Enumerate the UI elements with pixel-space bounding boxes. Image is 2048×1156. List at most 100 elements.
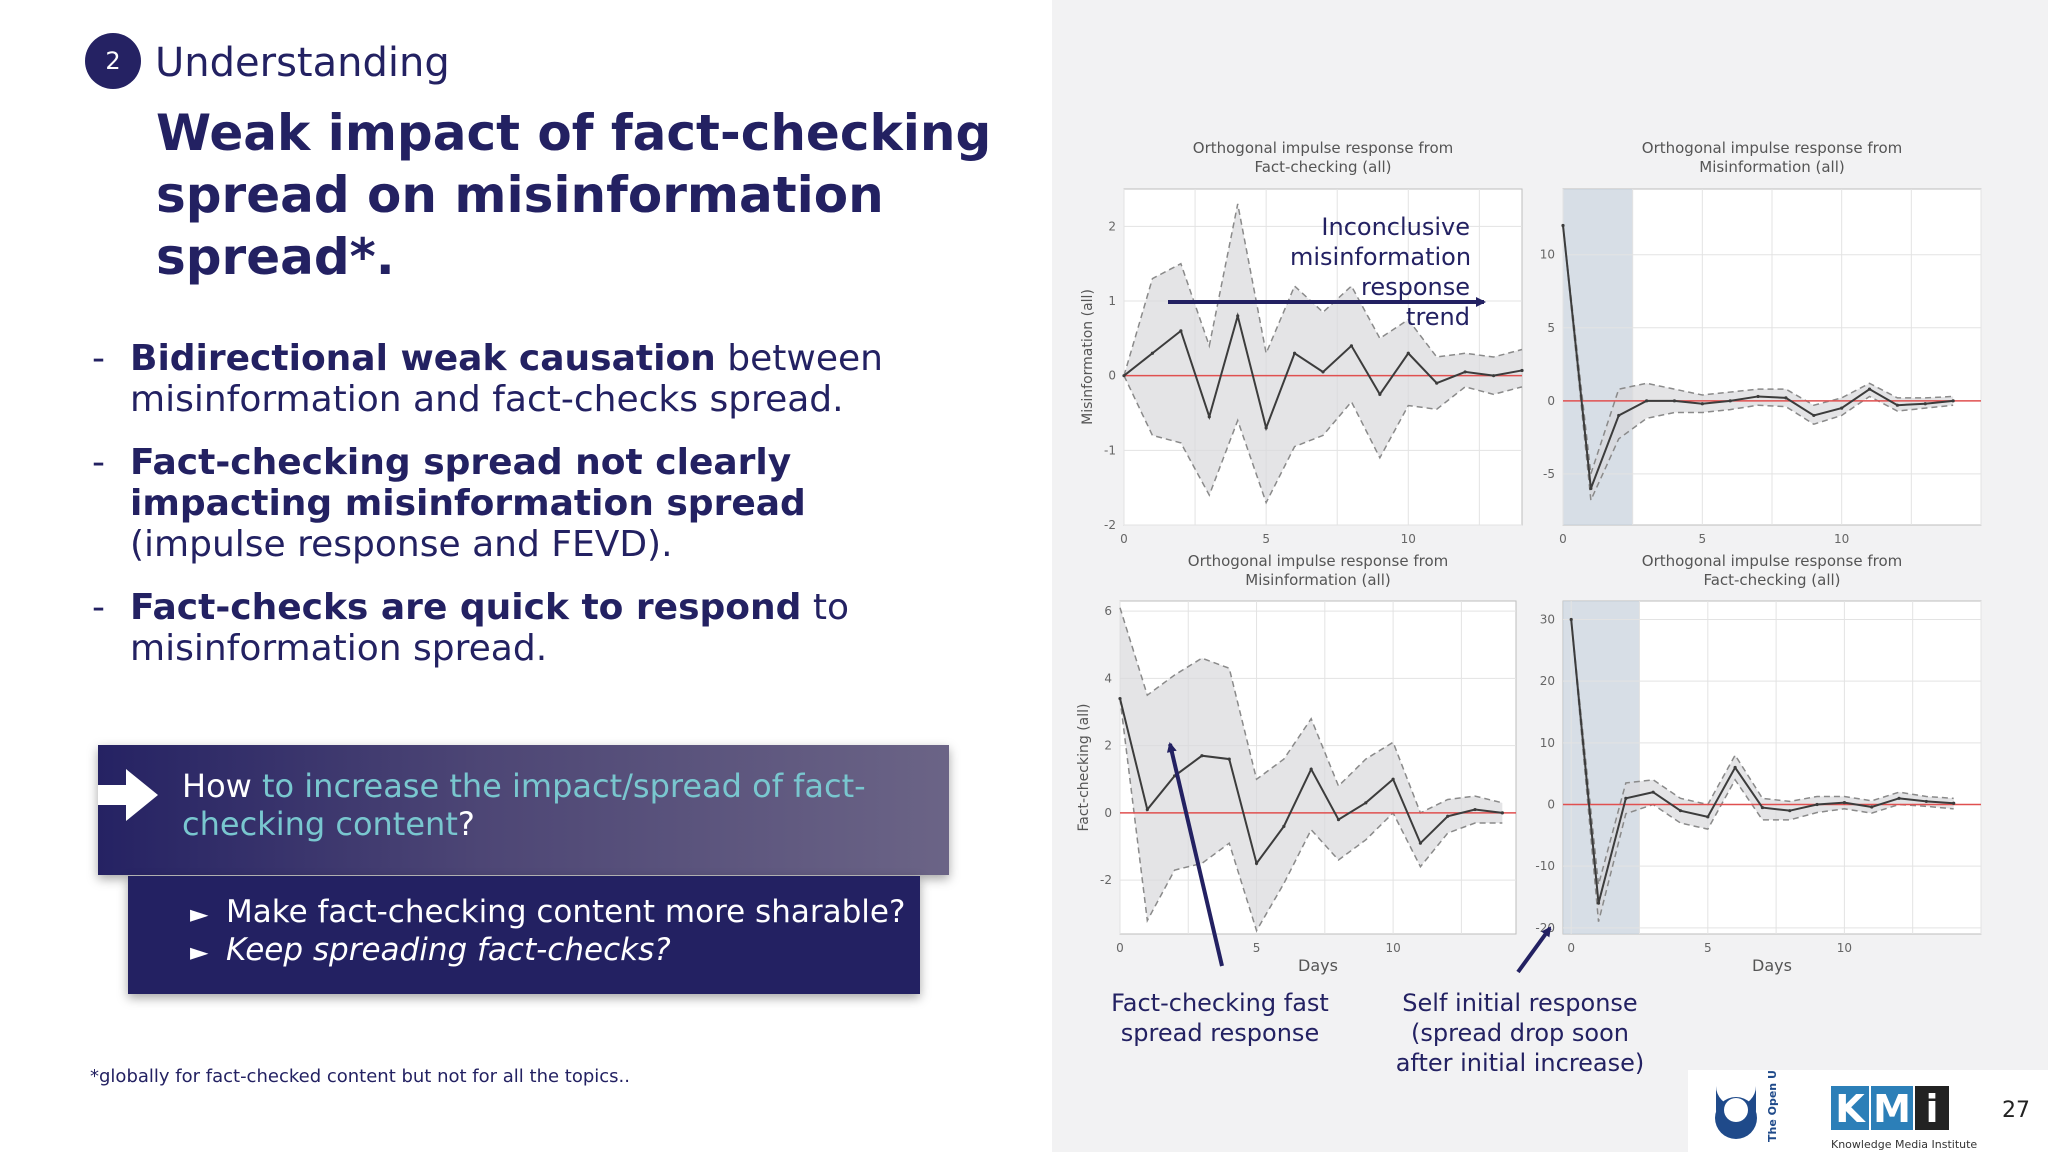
confidence-band [1124, 203, 1522, 503]
response-point [1336, 818, 1341, 822]
response-point [1651, 790, 1655, 794]
response-point [1706, 815, 1710, 819]
annotation-self-response: Self initial response (spread drop soon … [1395, 989, 1645, 1077]
response-point [1897, 796, 1901, 800]
y-tick-label: -5 [1543, 467, 1555, 481]
open-university-logo: The Open University [1715, 1016, 1779, 1142]
x-tick-label: 10 [1837, 941, 1852, 955]
y-tick-label: 30 [1540, 613, 1555, 627]
footer-logos: The Open University K M i Knowledge Medi… [1715, 1016, 1977, 1151]
y-tick-label: 5 [1547, 321, 1555, 335]
response-point [1179, 329, 1183, 333]
response-point [1321, 370, 1325, 374]
impulse-chart-1: -2 -1 0 1 2 0 5 10 Orthogonal impulse response f… [1080, 139, 1524, 546]
callout-highlight: to increase the impact/spread of fact-ch… [182, 767, 866, 843]
response-point [1700, 402, 1704, 406]
response-point [1728, 399, 1732, 403]
response-point [1491, 374, 1496, 378]
response-point [1617, 413, 1621, 418]
response-point [1309, 767, 1313, 771]
response-point [1520, 368, 1524, 373]
y-tick-label: 2 [1104, 739, 1112, 753]
arrow-right-icon [98, 769, 158, 821]
lower-bound-line [1562, 225, 1954, 504]
response-point [1378, 392, 1382, 396]
response-point [1435, 381, 1439, 385]
callout-question: How to increase the impact/spread of fac… [182, 767, 866, 843]
response-point [1645, 399, 1649, 403]
lower-bound-line [1570, 619, 1954, 922]
response-point [1589, 486, 1593, 491]
question-callout: How to increase the impact/spread of fac… [98, 745, 949, 875]
response-point [1418, 841, 1423, 845]
y-tick-label: 10 [1540, 248, 1555, 262]
response-point [1122, 374, 1126, 378]
response-point [1561, 223, 1565, 228]
bullet-bold: Fact-checks are quick to respond [130, 587, 802, 628]
response-point [1500, 811, 1504, 815]
y-tick-label: 1 [1108, 294, 1116, 308]
x-tick-label: 5 [1262, 532, 1270, 546]
y-tick-label: -2 [1104, 518, 1116, 532]
response-point [1446, 814, 1450, 818]
y-tick-label: 4 [1104, 671, 1112, 685]
bullet-bold: Bidirectional weak causation [130, 338, 716, 379]
svg-text:i: i [1925, 1087, 1938, 1131]
response-point [1473, 807, 1477, 812]
triangle-bullet-icon: ► [190, 938, 209, 966]
annotation-fast-response: Fact-checking fast spread response [1111, 989, 1329, 1047]
y-tick-label: 6 [1104, 604, 1112, 618]
section-title: Understanding [155, 40, 450, 86]
response-point [1569, 617, 1573, 622]
y-tick-label: -1 [1104, 443, 1116, 457]
response-point [1406, 351, 1410, 355]
chart-title: Misinformation (all) [1699, 158, 1845, 176]
x-tick-label: 0 [1116, 941, 1124, 955]
upper-bound-line [1570, 619, 1954, 885]
chart-title: Orthogonal impulse response from [1642, 139, 1902, 157]
response-point [1282, 824, 1286, 828]
response-point [1227, 757, 1231, 761]
x-tick-label: 5 [1699, 532, 1707, 546]
x-axis-label: Days [1752, 956, 1792, 975]
chart-title: Orthogonal impulse response from [1188, 552, 1448, 570]
impulse-chart-4: -20 -10 0 10 20 30 0 5 10 Orthogonal impulse resp… [1535, 552, 1982, 975]
x-tick-label: 0 [1559, 532, 1567, 546]
response-point [1624, 796, 1628, 800]
impulse-chart-2: -5 0 5 10 0 5 10 Orthogonal impulse response fr… [1540, 139, 1982, 546]
svg-text:K: K [1835, 1087, 1866, 1131]
confidence-band [1563, 225, 1954, 501]
bullet-text: (impulse response and FEVD). [130, 524, 673, 565]
response-point [1756, 394, 1760, 399]
chart-title: Fact-checking (all) [1254, 158, 1391, 176]
y-tick-label: -10 [1535, 859, 1555, 873]
chart-title: Orthogonal impulse response from [1642, 552, 1902, 570]
x-tick-label: 5 [1253, 941, 1261, 955]
response-point [1840, 406, 1844, 410]
response-point [1118, 696, 1122, 701]
response-point [1870, 805, 1874, 809]
bullet-text: to misinformation spread. [130, 587, 850, 669]
chart-title: Fact-checking (all) [1703, 571, 1840, 589]
response-point [1150, 351, 1155, 355]
response-point [1254, 861, 1259, 865]
triangle-bullet-icon: ► [190, 900, 209, 928]
kmi-caption: Knowledge Media Institute [1831, 1138, 1977, 1151]
response-point [1867, 387, 1872, 391]
response-point [1678, 809, 1683, 813]
y-tick-label: 0 [1108, 369, 1116, 383]
y-axis-label: Fact-checking (all) [1076, 704, 1092, 832]
suggestion-item: ► Keep spreading fact-checks? [190, 932, 671, 968]
open-university-text: The Open University [1766, 1070, 1779, 1142]
response-point [1391, 777, 1395, 781]
response-point [1463, 370, 1467, 374]
response-point [1733, 765, 1737, 770]
y-tick-label: 0 [1547, 798, 1555, 812]
bullet-text: between misinformation and fact-checks s… [130, 338, 883, 420]
response-point [1145, 807, 1149, 812]
x-axis-label: Days [1298, 956, 1338, 975]
upper-bound-line [1562, 225, 1954, 475]
response-point [1364, 801, 1368, 805]
y-axis-label: Misinformation (all) [1080, 289, 1096, 425]
